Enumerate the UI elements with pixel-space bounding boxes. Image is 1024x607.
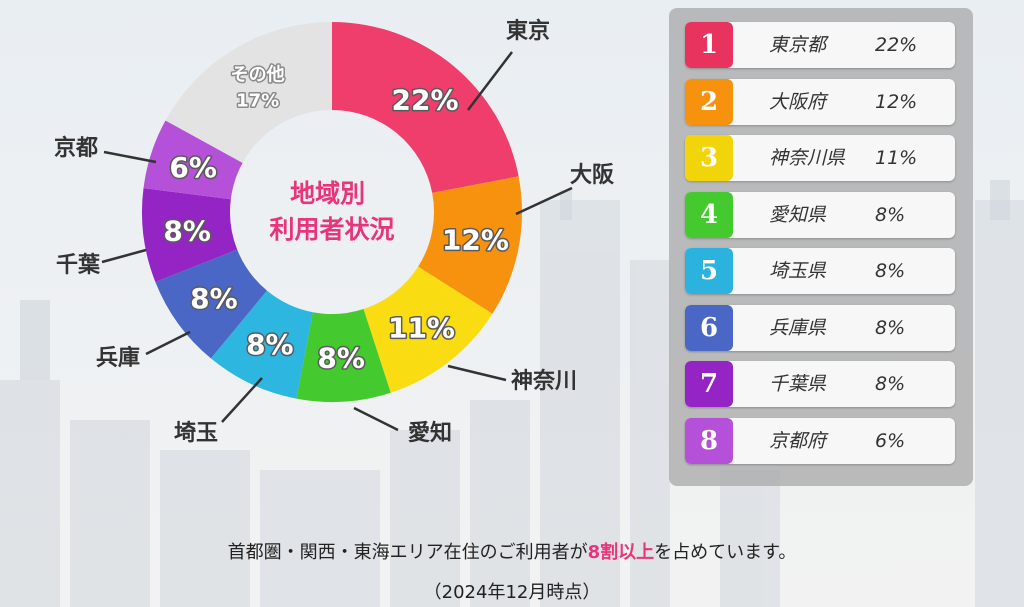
chart-title-line-2: 利用者状況	[269, 215, 394, 244]
slice-7	[141, 188, 238, 282]
region-label-8: 京都	[54, 135, 98, 161]
rank-prefecture-name: 愛知県	[769, 203, 827, 226]
rank-percentage: 8%	[875, 373, 906, 395]
rank-percentage: 12%	[875, 90, 918, 113]
leader-line-8	[103, 150, 157, 164]
slice-3	[363, 266, 493, 393]
rank-prefecture-name: 大阪府	[769, 90, 827, 113]
rank-number-badge: 7	[685, 361, 733, 407]
slice-label-4: 8%	[317, 342, 365, 375]
ranking-row-3: 3 神奈川県 11%	[685, 135, 955, 181]
region-label-1: 東京	[506, 18, 550, 44]
footer-text-after: を占めています。	[654, 542, 797, 563]
region-label-6: 兵庫	[96, 345, 140, 371]
footer-highlight: 8割以上	[587, 542, 655, 563]
region-label-2: 大阪	[570, 163, 614, 188]
slice-label-5: 8%	[246, 328, 294, 361]
region-label-4: 愛知	[408, 420, 452, 446]
slice-label-7: 8%	[163, 214, 211, 247]
region-label-5: 埼玉	[174, 421, 218, 446]
footer-date: （2024年12月時点）	[423, 582, 601, 603]
rank-prefecture-name: 千葉県	[769, 373, 827, 395]
ranking-row-6: 6 兵庫県 8%	[685, 304, 955, 351]
rank-number-badge: 4	[685, 191, 733, 238]
rank-number-badge: 8	[685, 417, 733, 464]
ranking-row-1: 1 東京都 22%	[685, 22, 955, 68]
footer-summary: 首都圏・関西・東海エリア在住のご利用者が8割以上を占めています。	[0, 538, 1024, 564]
donut-chart: 22%12%11%8%8%8%8%6%その他 17% 東京大阪神奈川愛知埼玉兵庫千…	[54, 18, 614, 446]
slice-1	[332, 22, 519, 193]
rank-number-badge: 1	[685, 22, 733, 68]
slice-8	[143, 120, 243, 200]
rank-percentage: 8%	[875, 316, 906, 339]
ranking-row-7: 7 千葉県 8%	[685, 361, 955, 407]
slice-2	[418, 176, 522, 314]
slice-label-3: 11%	[388, 311, 455, 344]
rank-number-badge: 2	[685, 78, 733, 125]
rank-number-badge: 3	[685, 135, 733, 181]
leader-line-5	[221, 377, 263, 423]
leader-line-7	[101, 248, 147, 264]
rank-percentage: 11%	[875, 147, 918, 169]
rank-percentage: 8%	[875, 203, 906, 226]
chart-title: 地域別 利用者状況	[269, 179, 394, 244]
rank-percentage: 22%	[875, 34, 918, 56]
footer-text-before: 首都圏・関西・東海エリア在住のご利用者が	[227, 542, 588, 563]
region-label-7: 千葉	[56, 253, 101, 278]
leader-line-1	[467, 51, 513, 111]
rank-prefecture-name: 埼玉県	[769, 260, 827, 282]
leader-line-2	[515, 186, 573, 216]
leader-line-6	[145, 330, 191, 356]
rank-prefecture-name: 兵庫県	[769, 316, 827, 339]
rank-prefecture-name: 東京都	[769, 34, 827, 56]
slice-label-8: 6%	[169, 151, 217, 184]
slice-6	[155, 249, 267, 359]
leader-line-4	[353, 406, 399, 432]
region-label-3: 神奈川	[511, 368, 577, 394]
slice-5	[210, 290, 313, 399]
leader-line-3	[447, 364, 507, 382]
ranking-row-5: 5 埼玉県 8%	[685, 248, 955, 294]
slice-4	[296, 309, 391, 402]
ranking-row-8: 8 京都府 6%	[685, 417, 955, 464]
ranking-row-4: 4 愛知県 8%	[685, 191, 955, 238]
slice-label-9: その他 17%	[231, 63, 285, 111]
rank-percentage: 6%	[875, 429, 906, 452]
rank-prefecture-name: 神奈川県	[769, 147, 846, 169]
rank-prefecture-name: 京都府	[769, 429, 827, 452]
rank-number-badge: 6	[685, 304, 733, 351]
chart-title-line-1: 地域別	[290, 179, 365, 208]
ranking-row-2: 2 大阪府 12%	[685, 78, 955, 125]
ranking-panel: 1 東京都 22% 2 大阪府 12% 3 神奈川県 11% 4 愛知県 8% 5 埼玉県 8% 6 兵庫県 8%…	[669, 8, 973, 486]
rank-percentage: 8%	[875, 260, 906, 282]
slice-label-1: 22%	[392, 84, 459, 117]
rank-number-badge: 5	[685, 248, 733, 294]
slice-label-6: 8%	[190, 282, 238, 315]
slice-9	[165, 22, 332, 163]
slice-label-2: 12%	[442, 223, 509, 256]
